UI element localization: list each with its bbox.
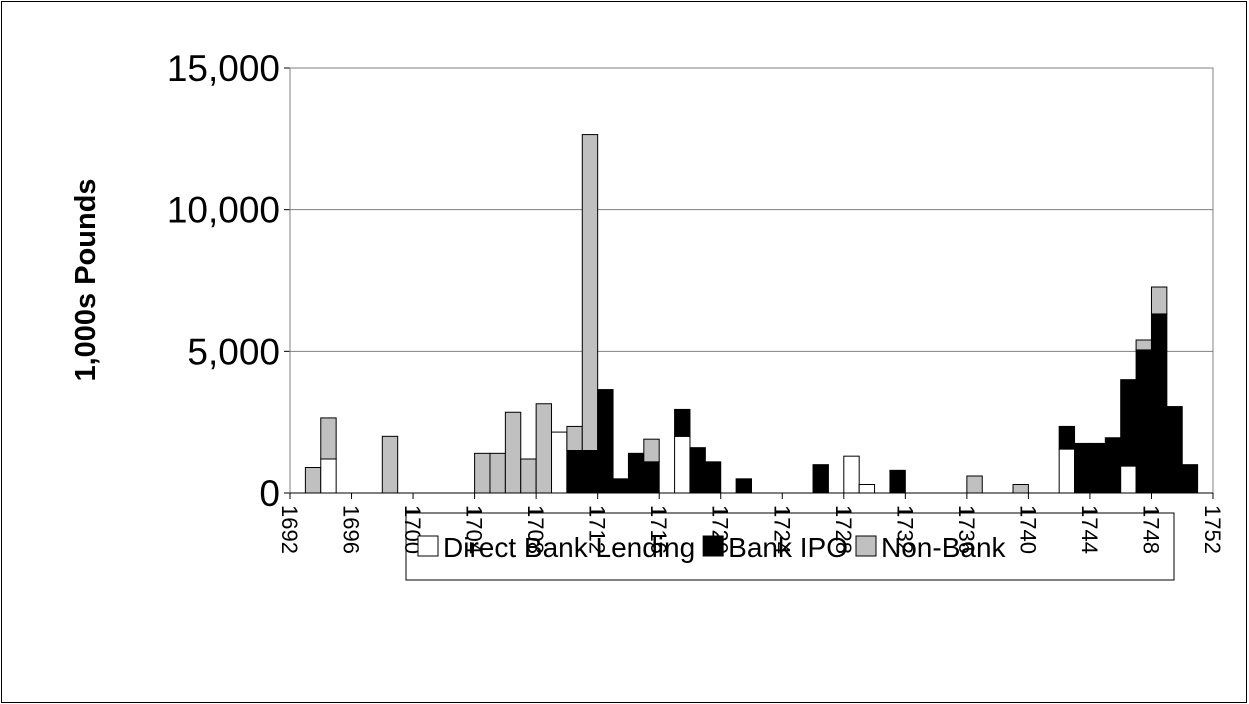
bar-segment	[1166, 406, 1183, 494]
bar-segment	[520, 458, 537, 494]
x-tick-label: 1716	[646, 505, 671, 554]
x-tick-label: 1712	[585, 505, 610, 554]
bar-segment	[1120, 465, 1137, 494]
bar-segment	[1058, 425, 1076, 450]
bar-segment	[1135, 339, 1152, 351]
y-axis-label: 1,000s Pounds	[70, 178, 102, 381]
x-tick-label: 1748	[1138, 505, 1163, 554]
x-tick-label: 1708	[523, 505, 548, 554]
legend-label: Non-Bank	[881, 532, 1007, 563]
x-tick-label: 1728	[831, 505, 856, 554]
bar-segment	[1135, 349, 1152, 494]
x-tick-label: 1704	[462, 505, 487, 554]
y-tick-label: 10,000	[167, 190, 280, 231]
bar-segment	[689, 447, 706, 494]
bar-segment	[612, 478, 629, 494]
bar-segment	[581, 450, 599, 494]
legend-swatch	[417, 535, 439, 557]
y-tick-label: 15,000	[167, 48, 280, 89]
bar-segment	[1012, 484, 1029, 494]
legend-label: Direct Bank Lending	[443, 532, 695, 563]
bar-segment	[858, 484, 876, 494]
bar-segment	[1120, 379, 1137, 467]
bar-segment	[674, 408, 691, 437]
x-tick-label: 1724	[769, 505, 794, 554]
x-tick-label: 1692	[277, 505, 302, 554]
bar-segment	[1150, 286, 1168, 315]
bar-segment	[1089, 442, 1106, 494]
bar-segment	[320, 417, 337, 460]
bar-segment	[1074, 442, 1091, 494]
legend-swatch	[855, 535, 877, 557]
bar-segment	[566, 425, 583, 451]
x-tick-label: 1696	[339, 505, 364, 554]
bar-segment	[474, 452, 491, 494]
bar-segment	[704, 461, 722, 494]
bar-segment	[966, 475, 983, 494]
bar-segment	[381, 435, 399, 494]
x-tick-label: 1732	[892, 505, 917, 554]
bar-segment	[581, 134, 599, 451]
bar-segment	[535, 403, 553, 494]
bar-segment	[843, 455, 860, 494]
bar-segment	[597, 389, 614, 494]
bar-segment	[1181, 464, 1199, 494]
bar-segment	[735, 478, 752, 494]
y-tick-label: 5,000	[187, 331, 280, 372]
bar-segment	[320, 458, 337, 494]
legend-box	[405, 512, 1175, 581]
bar-segment	[1150, 313, 1168, 494]
bar-segment	[566, 450, 583, 494]
bar-segment	[643, 461, 660, 494]
bar-segment	[504, 411, 522, 494]
bar-segment	[489, 452, 506, 494]
x-tick-label: 1736	[954, 505, 979, 554]
bar-segment	[643, 438, 660, 463]
x-tick-label: 1752	[1200, 505, 1225, 554]
bar-segment	[304, 467, 322, 494]
bar-segment	[1104, 437, 1122, 494]
bar-segment	[674, 435, 691, 494]
legend-label: Bank IPO	[728, 532, 848, 563]
x-tick-label: 1740	[1015, 505, 1040, 554]
legend-swatch	[702, 535, 724, 557]
bar-segment	[551, 431, 568, 494]
bar-segment	[627, 452, 645, 494]
x-tick-label: 1744	[1077, 505, 1102, 554]
bar-segment	[889, 469, 906, 494]
y-tick-label: 0	[259, 473, 280, 514]
bar-segment	[1058, 448, 1076, 494]
bar-segment	[812, 464, 829, 494]
